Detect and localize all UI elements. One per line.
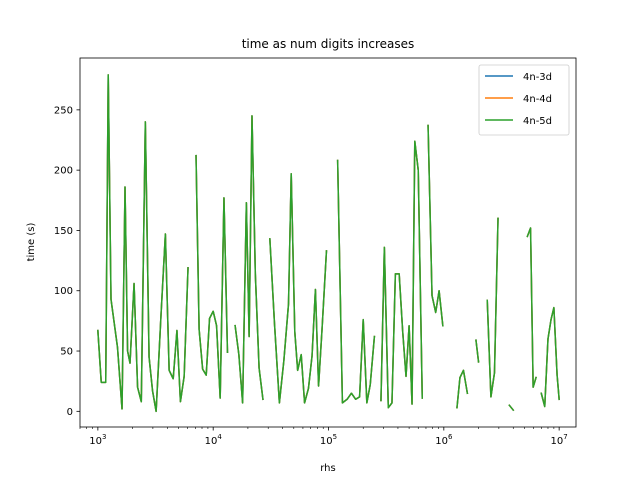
y-axis-label: time (s) (26, 223, 37, 262)
axes-frame (79, 57, 577, 428)
y-tick-label: 100 (54, 286, 73, 297)
x-tick-label: 104 (205, 433, 223, 447)
y-tick-label: 200 (54, 166, 73, 177)
chart-title: time as num digits increases (242, 37, 415, 51)
legend-box (478, 64, 570, 136)
legend: 4n-3d 4n-4d 4n-5d (478, 64, 570, 136)
x-tick-label: 107 (551, 433, 568, 447)
series-line-4n-5d-segment-3 (234, 115, 264, 404)
series-line-4n-5d-segment-1 (97, 74, 189, 413)
y-tick-label: 150 (54, 226, 73, 237)
series-line-4n-5d-segment-13 (540, 306, 560, 408)
x-tick-label: 106 (435, 433, 453, 447)
series-line-4n-5d-segment-2 (195, 154, 229, 399)
series-line-4n-5d-segment-7 (427, 124, 444, 327)
series-line-4n-5d-segment-11 (508, 404, 515, 412)
plot-area (97, 74, 560, 413)
series-line-4n-5d-segment-4 (269, 173, 328, 404)
legend-entry-4n-3d: 4n-3d (523, 72, 552, 83)
x-axis-label: rhs (320, 463, 335, 474)
x-tick-label: 103 (89, 433, 106, 447)
x-tick-label: 105 (320, 433, 337, 447)
series-line-4n-5d-segment-9 (475, 339, 480, 363)
y-tick-label: 0 (67, 407, 73, 418)
series-line-4n-5d-segment-8 (456, 369, 469, 409)
axes: 0 50 100 150 200 250 103 104 105 106 107 (54, 57, 577, 447)
series-line-4n-5d-segment-5 (336, 159, 376, 404)
series-line-4n-5d-segment-10 (486, 217, 499, 398)
y-tick-label: 50 (60, 347, 73, 358)
series-4n-5d (97, 74, 560, 413)
legend-entry-4n-4d: 4n-4d (523, 94, 552, 105)
y-tick-label: 250 (54, 105, 73, 116)
series-line-4n-5d-segment-12 (526, 227, 537, 388)
legend-entry-4n-5d: 4n-5d (523, 116, 552, 127)
series-line-4n-5d-segment-6 (380, 140, 424, 409)
